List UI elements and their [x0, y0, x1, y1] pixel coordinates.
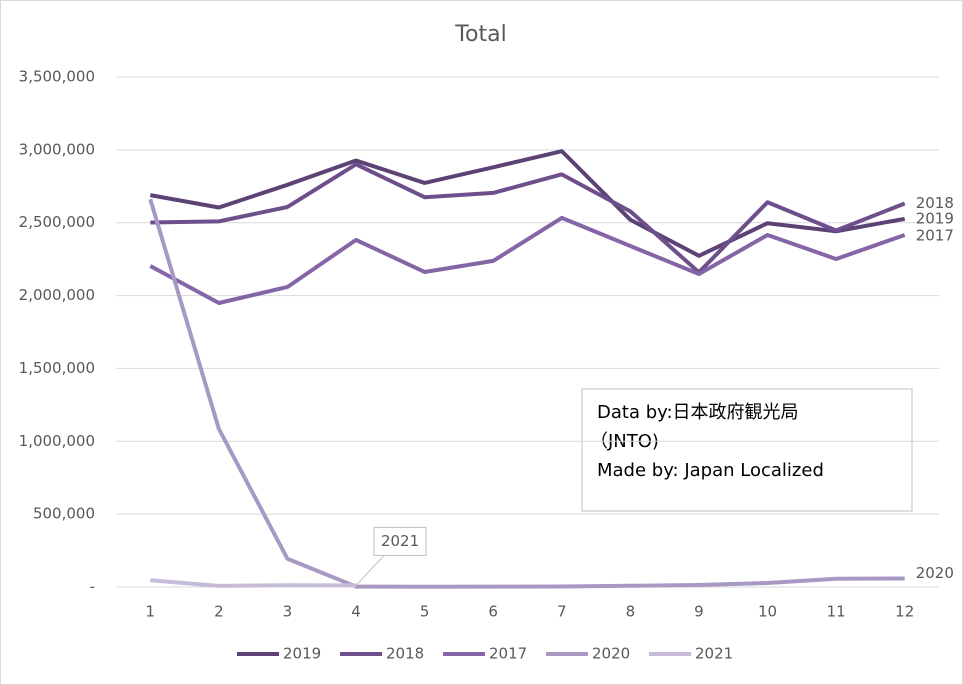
- legend-label: 2019: [283, 645, 321, 663]
- x-tick-label: 4: [351, 603, 361, 621]
- legend-label: 2020: [592, 645, 630, 663]
- legend-label: 2017: [489, 645, 527, 663]
- x-tick-label: 3: [283, 603, 293, 621]
- x-tick-label: 7: [557, 603, 567, 621]
- x-tick-label: 8: [626, 603, 636, 621]
- x-tick-label: 11: [827, 603, 846, 621]
- series-line: [150, 162, 906, 275]
- x-tick-label: 12: [895, 603, 914, 621]
- series-end-label: 2018: [916, 194, 954, 212]
- series-end-label: 2017: [916, 226, 954, 244]
- series-line: [148, 198, 905, 589]
- x-tick-label: 9: [694, 603, 704, 621]
- callout-label: 2021: [381, 532, 419, 550]
- callout-leader: [355, 555, 385, 586]
- series-line: [149, 215, 906, 306]
- y-tick-label: -: [90, 578, 95, 596]
- callout-box: [373, 526, 427, 556]
- source-box: [581, 388, 913, 512]
- x-tick-label: 6: [488, 603, 498, 621]
- series-line: [150, 578, 357, 588]
- x-tick-label: 5: [420, 603, 430, 621]
- series-end-label: 2020: [916, 564, 954, 582]
- y-tick-label: 2,000,000: [19, 286, 95, 304]
- y-tick-label: 3,000,000: [19, 140, 95, 158]
- x-tick-label: 1: [146, 603, 156, 621]
- y-tick-label: 500,000: [33, 505, 95, 523]
- x-tick-label: 2: [214, 603, 224, 621]
- x-tick-label: 10: [758, 603, 777, 621]
- y-tick-label: 1,000,000: [19, 432, 95, 450]
- legend-label: 2021: [695, 645, 733, 663]
- legend-label: 2018: [386, 645, 424, 663]
- y-tick-label: 3,500,000: [19, 68, 95, 86]
- source-line: Made by: Japan Localized: [597, 460, 824, 481]
- series-line: [149, 149, 906, 258]
- source-line: Data by:日本政府観光局: [597, 402, 799, 423]
- y-tick-label: 2,500,000: [19, 213, 95, 231]
- chart-title: Total: [454, 22, 506, 47]
- series-end-label: 2019: [916, 209, 954, 227]
- y-tick-label: 1,500,000: [19, 359, 95, 377]
